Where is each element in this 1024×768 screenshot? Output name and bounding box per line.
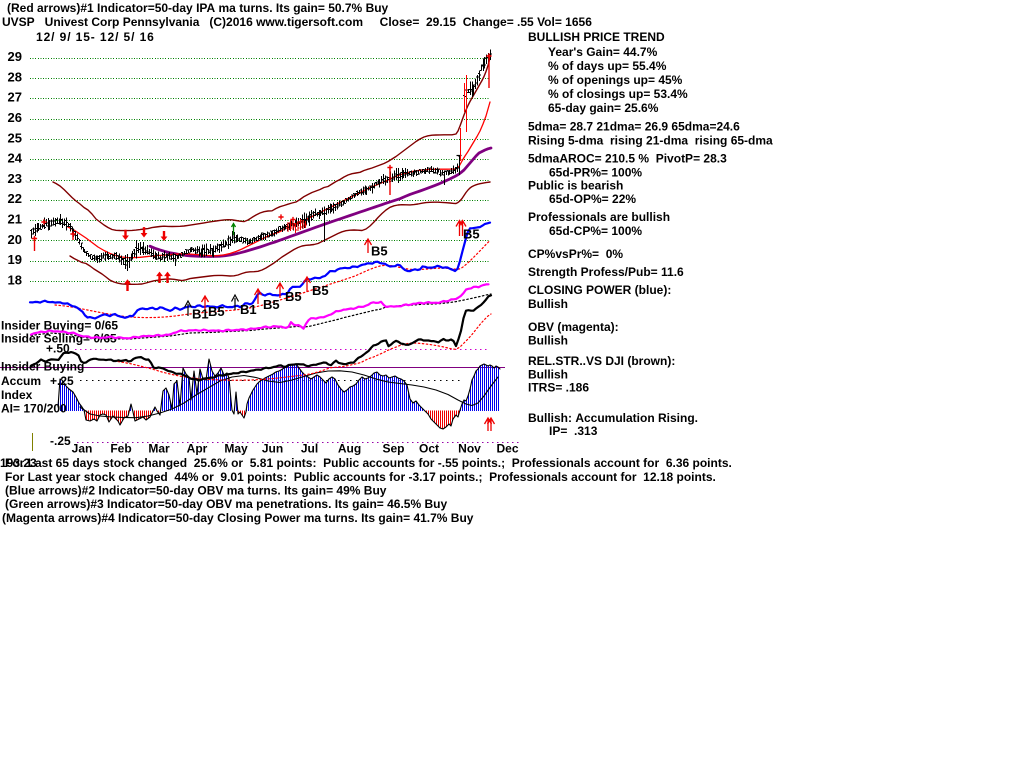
- svg-text:(Red arrows)#1 Indicator=50-da: (Red arrows)#1 Indicator=50-day IPA ma t…: [7, 1, 389, 15]
- svg-text:% of days up= 55.4%: % of days up= 55.4%: [548, 59, 667, 73]
- svg-text:(Magenta arrows)#4 Indicator=5: (Magenta arrows)#4 Indicator=50-day Clos…: [2, 511, 474, 525]
- svg-text:(Blue arrows)#2 Indicator=50-d: (Blue arrows)#2 Indicator=50-day OBV ma …: [5, 484, 387, 498]
- svg-text:Jun: Jun: [262, 442, 283, 456]
- svg-text:Sep: Sep: [382, 442, 404, 456]
- svg-text:27: 27: [8, 90, 22, 105]
- svg-text:Jul: Jul: [301, 442, 318, 456]
- svg-text:Oct: Oct: [419, 442, 439, 456]
- svg-text:B5: B5: [312, 283, 329, 298]
- svg-text:For Last 65 days stock changed: For Last 65 days stock changed 25.6% or …: [5, 456, 732, 470]
- svg-text:Jan: Jan: [72, 442, 93, 456]
- svg-text:Index: Index: [1, 388, 33, 402]
- svg-text:Strength Profess/Pub= 11.6: Strength Profess/Pub= 11.6: [528, 265, 684, 279]
- svg-text:% of openings up= 45%: % of openings up= 45%: [548, 73, 683, 87]
- svg-text:25: 25: [8, 130, 22, 145]
- svg-text:B1: B1: [192, 307, 209, 322]
- svg-text:65-day gain= 25.6%: 65-day gain= 25.6%: [548, 101, 659, 115]
- svg-text:24: 24: [8, 151, 23, 166]
- svg-text:Bullish: Bullish: [528, 334, 568, 348]
- svg-text:CP%vsPr%= 0%: CP%vsPr%= 0%: [528, 247, 623, 261]
- svg-text:For Last year stock changed 4: For Last year stock changed 44% or 9.01 …: [5, 470, 716, 484]
- svg-text:% of closings up= 53.4%: % of closings up= 53.4%: [548, 87, 688, 101]
- svg-text:Accum: Accum: [1, 374, 41, 388]
- svg-text:CLOSING POWER (blue):: CLOSING POWER (blue):: [528, 283, 671, 297]
- svg-text:May: May: [224, 442, 248, 456]
- svg-text:Bullish: Accumulation Rising.: Bullish: Accumulation Rising.: [528, 411, 698, 425]
- svg-text:B1: B1: [240, 302, 257, 317]
- svg-text:B5: B5: [285, 289, 302, 304]
- svg-text:IP= .313: IP= .313: [549, 424, 598, 438]
- svg-text:Aug: Aug: [338, 442, 361, 456]
- svg-text:Professionals are bullish: Professionals are bullish: [528, 210, 670, 224]
- svg-text:18: 18: [8, 272, 22, 287]
- svg-text:Insider Buying= 0/65: Insider Buying= 0/65: [1, 319, 118, 333]
- svg-text:5dmaAROC= 210.5 % PivotP= 28.: 5dmaAROC= 210.5 % PivotP= 28.3: [528, 152, 727, 166]
- svg-text:193.23: 193.23: [0, 456, 37, 470]
- svg-text:23: 23: [8, 171, 22, 186]
- svg-text:OBV (magenta):: OBV (magenta):: [528, 320, 619, 334]
- svg-text:Rising 5-dma rising 21-dma r: Rising 5-dma rising 21-dma rising 65-dma: [528, 134, 773, 148]
- svg-text:Feb: Feb: [110, 442, 131, 456]
- svg-text:28: 28: [8, 69, 22, 84]
- svg-text:65d-CP%= 100%: 65d-CP%= 100%: [549, 224, 642, 238]
- svg-text:(Green arrows)#3 Indicator=50-: (Green arrows)#3 Indicator=50-day OBV ma…: [5, 497, 447, 511]
- svg-text:65d-PR%= 100%: 65d-PR%= 100%: [549, 166, 642, 180]
- svg-text:21: 21: [8, 212, 22, 227]
- svg-text:B5: B5: [208, 304, 225, 319]
- svg-text:B5: B5: [263, 297, 280, 312]
- svg-text:22: 22: [8, 191, 22, 206]
- svg-text:5dma= 28.7 21dma= 26.9 65dma=2: 5dma= 28.7 21dma= 26.9 65dma=24.6: [528, 120, 740, 134]
- svg-text:29: 29: [8, 49, 22, 64]
- svg-text:B5: B5: [371, 244, 388, 259]
- svg-text:Bullish: Bullish: [528, 297, 568, 311]
- svg-text:B5: B5: [463, 227, 480, 242]
- svg-text:-.25: -.25: [50, 434, 71, 448]
- svg-text:+.25: +.25: [50, 374, 74, 388]
- svg-text:Nov: Nov: [458, 442, 481, 456]
- svg-text:65d-OP%= 22%: 65d-OP%= 22%: [549, 192, 636, 206]
- svg-text:Year's Gain= 44.7%: Year's Gain= 44.7%: [548, 45, 658, 59]
- svg-text:REL.STR..VS DJI (brown):: REL.STR..VS DJI (brown):: [528, 354, 675, 368]
- svg-text:Public is bearish: Public is bearish: [528, 179, 623, 193]
- svg-text:20: 20: [8, 232, 22, 247]
- svg-text:AI= 170/200: AI= 170/200: [1, 402, 67, 416]
- svg-text:Insider Selling= 0/65: Insider Selling= 0/65: [1, 332, 117, 346]
- svg-text:19: 19: [8, 252, 22, 267]
- svg-text:Bullish: Bullish: [528, 368, 568, 382]
- svg-text:UVSP Univest Corp Pennsylvan: UVSP Univest Corp Pennsylvania (C)2016 w…: [2, 15, 592, 29]
- svg-text:Dec: Dec: [496, 442, 518, 456]
- svg-text:ITRS= .186: ITRS= .186: [528, 381, 589, 395]
- svg-text:26: 26: [8, 110, 22, 125]
- svg-text:Apr: Apr: [187, 442, 208, 456]
- svg-text:BULLISH PRICE TREND: BULLISH PRICE TREND: [528, 30, 665, 44]
- svg-text:12/ 9/ 15- 12/ 5/ 16: 12/ 9/ 15- 12/ 5/ 16: [36, 30, 155, 44]
- svg-text:Insider Buying: Insider Buying: [1, 360, 84, 374]
- svg-text:Mar: Mar: [148, 442, 170, 456]
